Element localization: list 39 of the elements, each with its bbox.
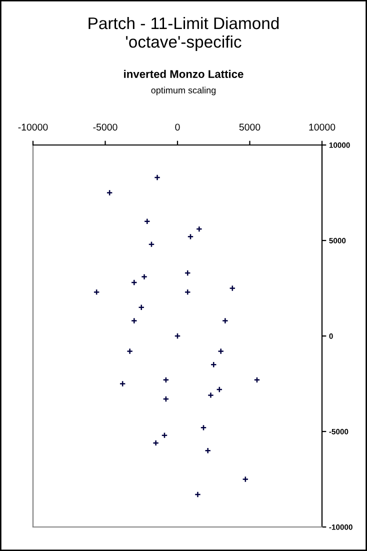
- point: [138, 304, 145, 311]
- point: [152, 440, 160, 446]
- point: [208, 392, 214, 398]
- point: [174, 332, 181, 340]
- point: [126, 348, 134, 355]
- point: [148, 241, 155, 248]
- point: [242, 476, 249, 482]
- point: [194, 491, 201, 498]
- x-tick-label: 5000: [239, 124, 260, 131]
- x-tick-label: 0: [175, 124, 180, 131]
- x-tick-label: 10000: [309, 124, 336, 131]
- point: [196, 226, 202, 232]
- point: [187, 233, 194, 240]
- point: [229, 285, 236, 292]
- point: [130, 317, 138, 324]
- chart-title: Partch - 11-Limit Diamond 'octave'-specific: [88, 16, 279, 52]
- point: [141, 274, 148, 280]
- point: [119, 380, 126, 387]
- point: [200, 424, 207, 431]
- point: [254, 376, 260, 384]
- point: [144, 218, 150, 225]
- point: [184, 270, 191, 276]
- point: [130, 279, 138, 286]
- x-tick-label: -5000: [93, 124, 118, 131]
- point: [204, 447, 212, 454]
- point: [106, 190, 113, 196]
- point: [93, 288, 100, 296]
- point: [161, 432, 168, 439]
- point: [210, 361, 217, 368]
- point: [184, 288, 191, 296]
- point: [218, 348, 224, 355]
- chart-subtitle: inverted Monzo Lattice: [124, 70, 244, 78]
- point: [162, 376, 170, 384]
- point: [216, 386, 223, 393]
- point: [162, 396, 170, 402]
- x-tick-label: -10000: [18, 124, 48, 131]
- text: optimum scaling: [151, 86, 216, 96]
- point: [154, 174, 160, 181]
- point: [222, 317, 228, 324]
